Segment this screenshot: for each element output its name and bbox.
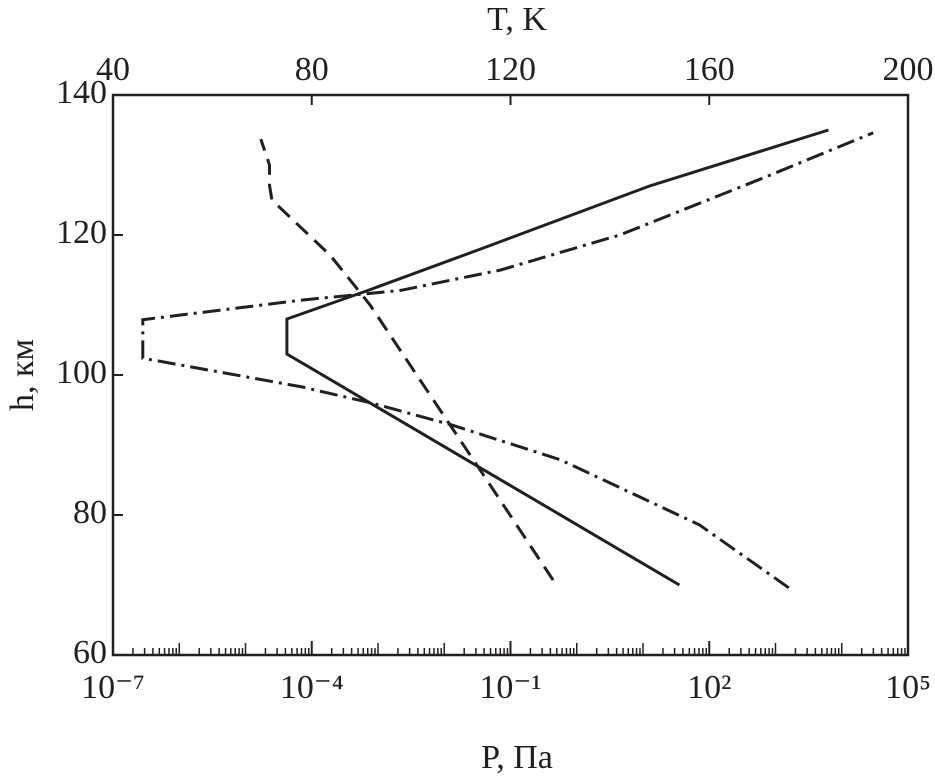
y-tick-label: 120 <box>56 214 107 251</box>
y-tick-label: 60 <box>73 634 107 671</box>
x2-tick-label: 120 <box>485 51 536 88</box>
x2-tick-label: 200 <box>883 51 934 88</box>
x-tick-label: 10⁻¹ <box>479 669 541 706</box>
x-tick-label: 10⁵ <box>885 669 931 706</box>
x-tick-label: 10⁻⁷ <box>81 669 145 706</box>
x-tick-label: 10² <box>687 669 731 706</box>
x2-tick-label: 40 <box>96 51 130 88</box>
x2-axis-title: T, K <box>487 1 547 38</box>
x-axis-title: P, Па <box>481 739 553 776</box>
curve-solid <box>285 128 829 587</box>
x2-tick-label: 80 <box>295 51 329 88</box>
x2-tick-label: 160 <box>684 51 735 88</box>
y-axis-title: h, км <box>4 339 41 411</box>
x-tick-label: 10⁻⁴ <box>280 669 344 706</box>
y-tick-label: 100 <box>56 354 107 391</box>
y-tick-label: 80 <box>73 494 107 531</box>
y-tick-label: 140 <box>56 74 107 111</box>
curve-dashed <box>259 138 555 581</box>
curve-dashdot <box>141 131 874 590</box>
